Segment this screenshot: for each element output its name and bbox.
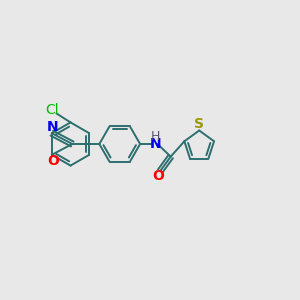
Text: H: H <box>150 130 160 143</box>
Text: N: N <box>46 120 58 134</box>
Text: O: O <box>152 169 164 183</box>
Text: O: O <box>48 154 59 168</box>
Text: Cl: Cl <box>45 103 58 117</box>
Text: S: S <box>194 117 204 131</box>
Text: N: N <box>149 137 161 151</box>
